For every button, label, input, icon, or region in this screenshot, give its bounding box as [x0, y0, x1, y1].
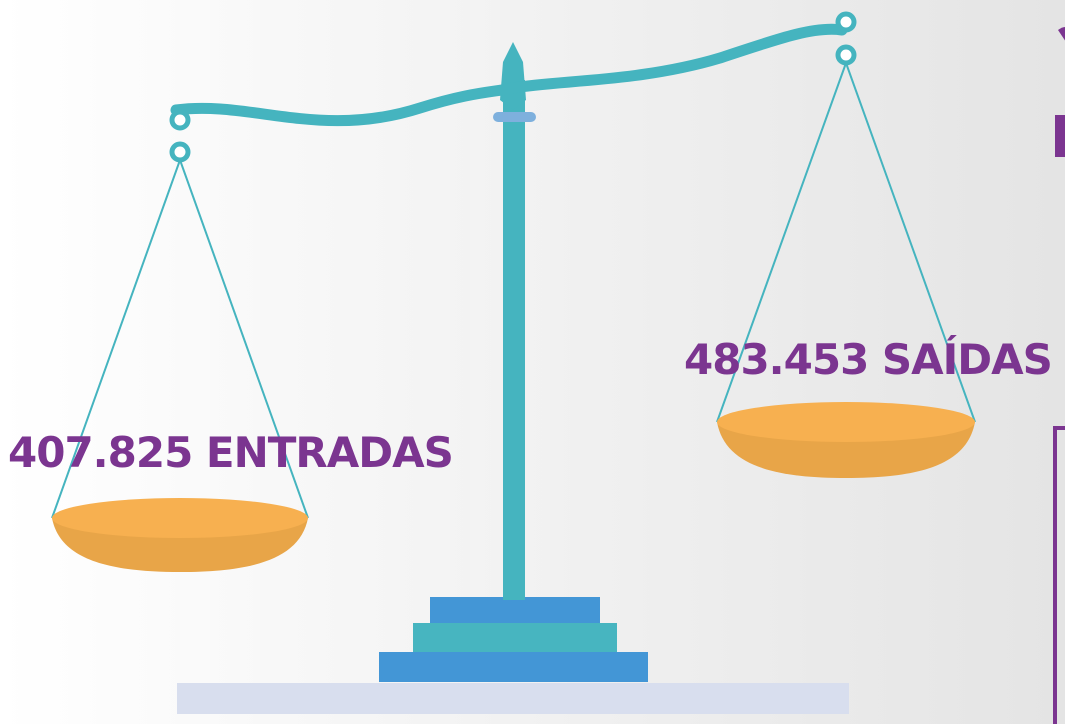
- floor: [177, 683, 849, 714]
- title-fragment: [1055, 115, 1065, 157]
- hook: [172, 112, 188, 128]
- entradas-label: 407.825 ENTRADAS: [8, 428, 453, 477]
- hook: [838, 47, 854, 63]
- base-step: [379, 652, 648, 682]
- hook: [838, 14, 854, 30]
- scale-infographic: 407.825 ENTRADAS 483.453 SAÍDAS: [0, 0, 1065, 724]
- pan-top: [717, 402, 975, 442]
- hook: [172, 144, 188, 160]
- collar: [493, 112, 536, 122]
- pan-top: [52, 498, 308, 538]
- base-step: [430, 597, 600, 623]
- pillar: [503, 80, 525, 600]
- saidas-label: 483.453 SAÍDAS: [684, 334, 1052, 384]
- base-step: [413, 623, 617, 652]
